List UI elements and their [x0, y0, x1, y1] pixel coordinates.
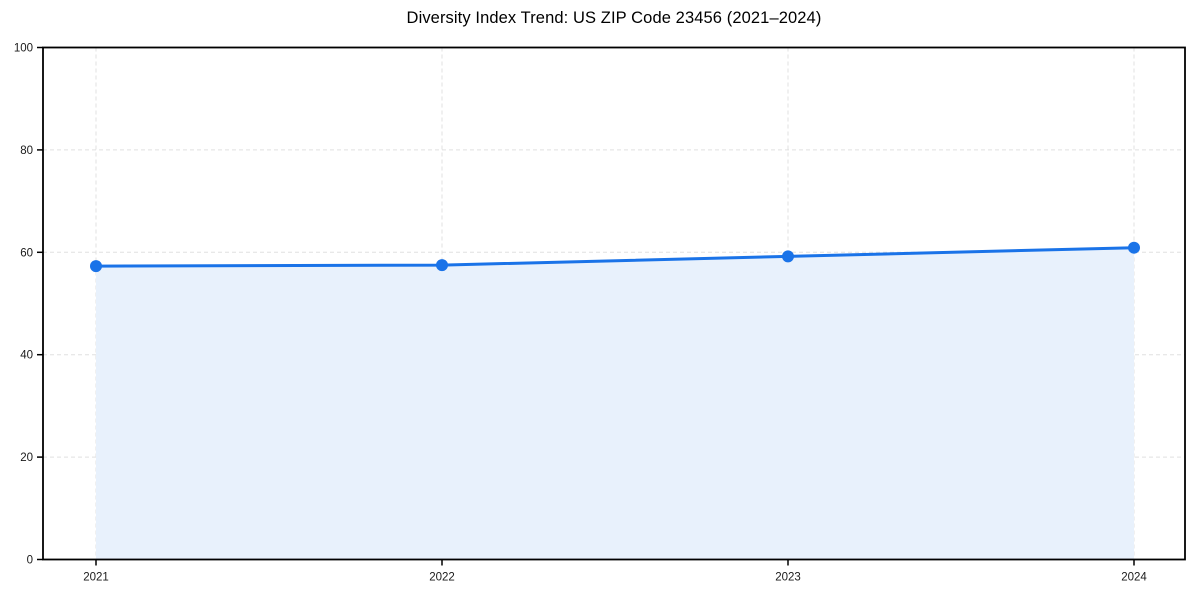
x-tick-label: 2024: [1121, 572, 1147, 584]
y-axis-tick-labels: 0 20 40 60 80 100: [14, 43, 33, 567]
x-tick-label: 2021: [83, 572, 109, 584]
area-fill: [96, 247, 1134, 560]
data-point-marker: [436, 259, 448, 272]
chart-title: Diversity Index Trend: US ZIP Code 23456…: [406, 9, 822, 27]
y-tick-label: 20: [20, 452, 33, 464]
area-fill-group: [96, 247, 1134, 560]
data-point-markers: [90, 241, 1140, 273]
data-point-marker: [1128, 241, 1140, 254]
data-point-marker: [90, 260, 102, 273]
y-tick-label: 100: [14, 43, 33, 55]
trend-line-group: [94, 246, 1136, 268]
plot-border-rect: [42, 46, 1186, 561]
x-axis-tick-labels: 2021 2022 2023 2024: [83, 572, 1147, 584]
y-tick-label: 60: [20, 247, 33, 259]
data-point-marker: [782, 250, 794, 263]
tick-marks: [37, 46, 1135, 566]
y-tick-label: 40: [20, 350, 33, 362]
trend-line: [94, 246, 1136, 268]
plot-border: [42, 46, 1186, 561]
x-tick-label: 2023: [775, 572, 801, 584]
x-tick-label: 2022: [429, 572, 455, 584]
y-tick-label: 80: [20, 145, 33, 157]
y-tick-label: 0: [27, 555, 33, 567]
